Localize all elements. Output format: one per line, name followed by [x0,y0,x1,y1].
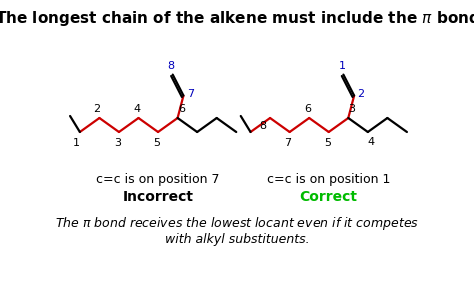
Text: The $\pi$ bond receives the lowest locant even if it competes: The $\pi$ bond receives the lowest locan… [55,216,419,232]
Text: Incorrect: Incorrect [123,190,193,204]
Text: 6: 6 [304,104,311,114]
Text: 8: 8 [168,61,175,71]
Text: 4: 4 [367,137,374,147]
Text: 1: 1 [338,61,346,71]
Text: 4: 4 [134,104,141,114]
Text: Correct: Correct [300,190,358,204]
Text: 5: 5 [324,138,331,148]
Text: The longest chain of the alkene must include the $\pi$ bond: The longest chain of the alkene must inc… [0,9,474,28]
Text: 6: 6 [178,104,185,114]
Text: 2: 2 [93,104,100,114]
Text: 7: 7 [284,138,292,148]
Text: c=c is on position 7: c=c is on position 7 [96,172,220,185]
Text: 8: 8 [259,121,266,131]
Text: 2: 2 [357,89,365,99]
Text: with alkyl substituents.: with alkyl substituents. [164,234,310,247]
Text: 3: 3 [114,138,121,148]
Text: 5: 5 [153,138,160,148]
Text: 1: 1 [73,138,80,148]
Text: c=c is on position 1: c=c is on position 1 [267,172,391,185]
Text: 7: 7 [187,89,194,99]
Text: 3: 3 [348,104,356,114]
